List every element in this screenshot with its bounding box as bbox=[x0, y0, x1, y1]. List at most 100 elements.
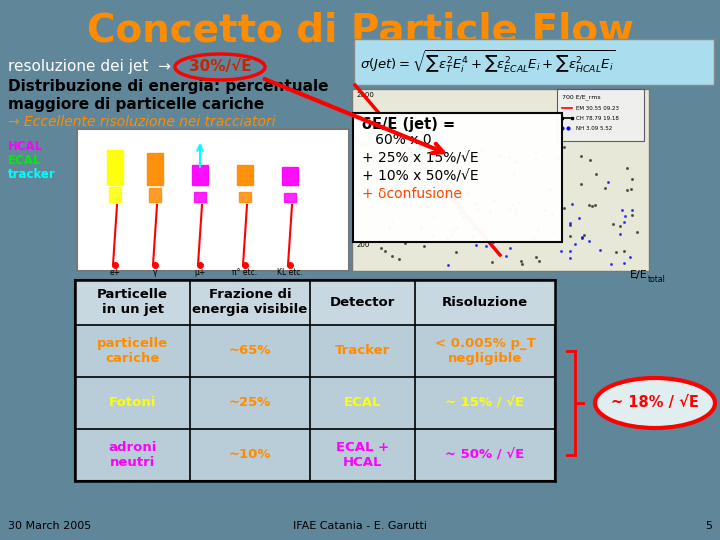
Text: Detector: Detector bbox=[330, 296, 395, 309]
Point bbox=[487, 238, 499, 247]
Point bbox=[500, 252, 511, 261]
Text: adroni
neutri: adroni neutri bbox=[108, 441, 157, 469]
Point bbox=[484, 207, 495, 215]
Point bbox=[516, 260, 528, 268]
Point bbox=[578, 231, 590, 239]
Point bbox=[423, 199, 434, 208]
Point bbox=[459, 144, 470, 153]
Text: 500: 500 bbox=[357, 142, 370, 148]
Point bbox=[510, 210, 522, 218]
Point bbox=[441, 233, 453, 242]
FancyBboxPatch shape bbox=[353, 113, 562, 242]
Bar bbox=[149, 188, 161, 202]
Point bbox=[454, 193, 465, 202]
Point bbox=[575, 152, 587, 160]
Bar bbox=[192, 165, 208, 185]
Text: π° etc.: π° etc. bbox=[233, 268, 258, 277]
Point bbox=[426, 212, 438, 220]
Point bbox=[470, 240, 482, 249]
FancyBboxPatch shape bbox=[354, 39, 714, 85]
Point bbox=[405, 173, 416, 182]
Point bbox=[618, 218, 630, 227]
Point bbox=[376, 244, 387, 252]
Bar bbox=[237, 165, 253, 185]
Point bbox=[445, 231, 456, 239]
Point bbox=[631, 227, 642, 236]
Text: + δconfusione: + δconfusione bbox=[362, 187, 462, 201]
Point bbox=[564, 247, 575, 255]
Text: HCAL: HCAL bbox=[8, 140, 43, 153]
Point bbox=[564, 253, 575, 262]
Point bbox=[626, 211, 638, 219]
Text: resoluzione dei jet  →: resoluzione dei jet → bbox=[8, 59, 181, 75]
Text: NH 3.09 5.52: NH 3.09 5.52 bbox=[576, 125, 612, 131]
Text: ~10%: ~10% bbox=[229, 449, 271, 462]
Text: ECAL +
HCAL: ECAL + HCAL bbox=[336, 441, 389, 469]
Point bbox=[621, 164, 632, 172]
Text: < 0.005% p_T
negligible: < 0.005% p_T negligible bbox=[435, 337, 536, 365]
Point bbox=[406, 164, 418, 172]
Point bbox=[394, 254, 405, 263]
Point bbox=[422, 201, 433, 210]
Point bbox=[487, 258, 498, 266]
Point bbox=[415, 221, 426, 230]
Point bbox=[614, 230, 626, 238]
Text: Frazione di
energia visibile: Frazione di energia visibile bbox=[192, 288, 307, 316]
Point bbox=[618, 259, 630, 267]
Point bbox=[621, 186, 633, 194]
Point bbox=[614, 222, 626, 231]
Point bbox=[418, 241, 430, 250]
Point bbox=[492, 152, 504, 160]
Text: IFAE Catania - E. Garutti: IFAE Catania - E. Garutti bbox=[293, 521, 427, 531]
Text: Neutral: Neutral bbox=[400, 145, 436, 155]
Point bbox=[532, 226, 544, 234]
Text: 30 March 2005: 30 March 2005 bbox=[8, 521, 91, 531]
Text: ECAL: ECAL bbox=[343, 396, 382, 409]
Point bbox=[429, 193, 441, 202]
Point bbox=[390, 173, 401, 182]
Text: Distribuzione di energia: percentuale: Distribuzione di energia: percentuale bbox=[8, 78, 328, 93]
Point bbox=[600, 184, 611, 193]
Point bbox=[552, 153, 564, 162]
Point bbox=[602, 178, 613, 187]
Bar bbox=[109, 187, 121, 202]
Text: + 10% x 50%/√E: + 10% x 50%/√E bbox=[362, 169, 479, 183]
Text: → Eccellente risoluzione nei tracciatori: → Eccellente risoluzione nei tracciatori bbox=[8, 115, 276, 129]
Text: Particelle
in un jet: Particelle in un jet bbox=[97, 288, 168, 316]
Point bbox=[467, 225, 479, 233]
Point bbox=[555, 247, 567, 255]
Point bbox=[397, 198, 409, 207]
Text: CH 78.79 19.18: CH 78.79 19.18 bbox=[576, 116, 619, 120]
Point bbox=[467, 232, 479, 241]
Bar bbox=[147, 153, 163, 185]
Point bbox=[567, 200, 578, 209]
FancyBboxPatch shape bbox=[352, 89, 649, 271]
Point bbox=[510, 206, 521, 215]
Text: + 25% x 15%/√E: + 25% x 15%/√E bbox=[362, 151, 479, 165]
Point bbox=[564, 232, 575, 240]
Point bbox=[530, 253, 541, 262]
Point bbox=[504, 205, 516, 213]
Point bbox=[394, 169, 405, 178]
Point bbox=[489, 196, 500, 205]
Bar bbox=[75, 280, 555, 481]
Point bbox=[594, 246, 606, 254]
Text: 2000: 2000 bbox=[357, 92, 375, 98]
Point bbox=[528, 233, 540, 242]
FancyBboxPatch shape bbox=[77, 129, 349, 271]
Point bbox=[543, 185, 554, 193]
Point bbox=[443, 260, 454, 269]
Text: ~ 18% / √E: ~ 18% / √E bbox=[611, 395, 699, 410]
Text: ~ 50% / √E: ~ 50% / √E bbox=[446, 449, 525, 462]
Point bbox=[586, 202, 598, 211]
Text: total: total bbox=[648, 274, 666, 284]
Point bbox=[548, 227, 559, 236]
Bar bbox=[239, 192, 251, 202]
Text: tracker: tracker bbox=[8, 168, 55, 181]
Point bbox=[618, 246, 630, 255]
Text: 400: 400 bbox=[357, 192, 370, 198]
Point bbox=[503, 153, 515, 162]
Point bbox=[531, 154, 542, 163]
Point bbox=[387, 252, 398, 260]
Point bbox=[426, 177, 437, 185]
